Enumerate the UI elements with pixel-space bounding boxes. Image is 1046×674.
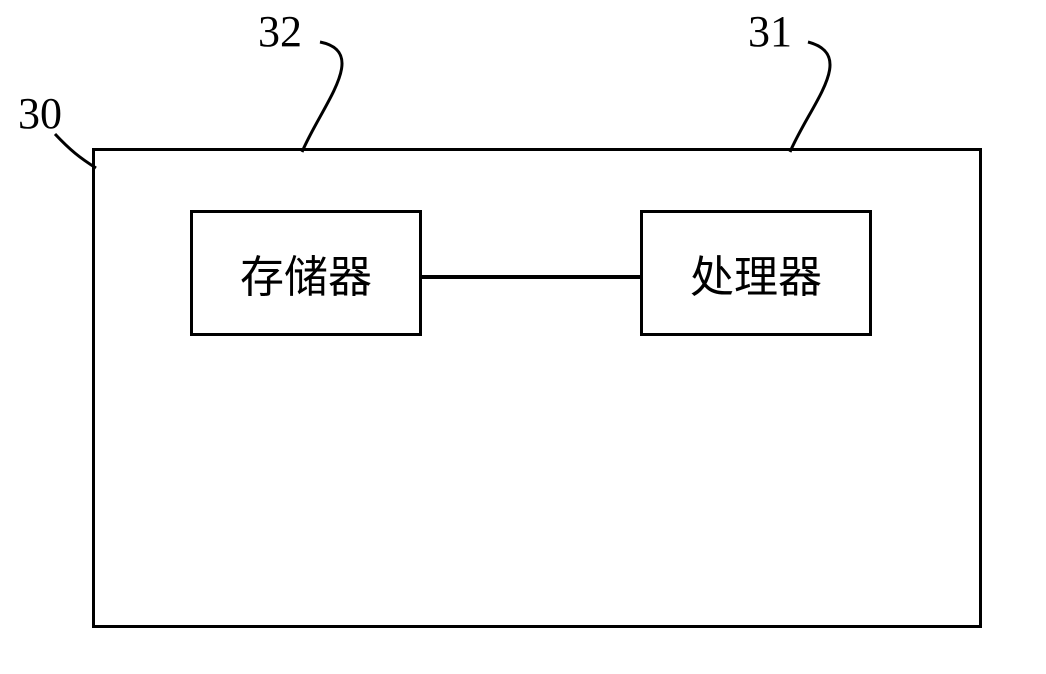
memory-box: 存储器 xyxy=(190,210,422,336)
diagram-canvas: 30 32 31 存储器 处理器 xyxy=(0,0,1046,674)
leader-path-31 xyxy=(790,42,830,152)
memory-label: 存储器 xyxy=(240,241,372,305)
processor-label: 处理器 xyxy=(690,241,822,305)
processor-box: 处理器 xyxy=(640,210,872,336)
connector-line xyxy=(422,275,640,279)
